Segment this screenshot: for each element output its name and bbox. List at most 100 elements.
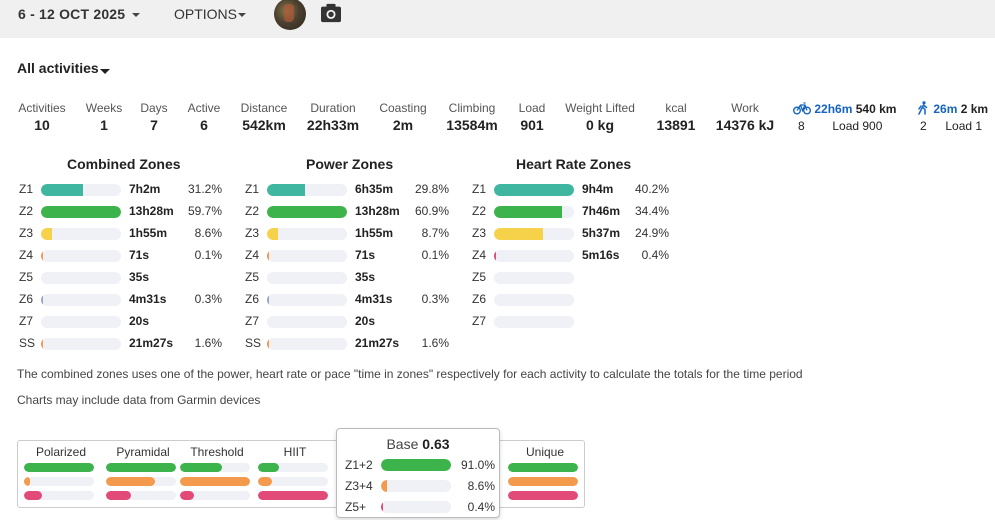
- zone-time: 20s: [355, 314, 376, 328]
- distribution-bar-fill: [24, 463, 94, 472]
- zone-bar: [267, 228, 347, 240]
- zone-label: Z5: [472, 270, 487, 284]
- zone-bar: [494, 294, 574, 306]
- stat-label: kcal: [665, 101, 687, 115]
- distribution-bar: [258, 477, 328, 486]
- zone-bar: [41, 184, 121, 196]
- stat-value: 0 kg: [585, 117, 614, 133]
- zone-label: Z2: [19, 204, 34, 218]
- distribution-bar: [508, 477, 578, 486]
- combined-zones-note: The combined zones uses one of the power…: [17, 367, 803, 381]
- power-row-z5: Z5 35s: [245, 270, 449, 286]
- zone-percent: 8.7%: [421, 226, 449, 240]
- distribution-bar-fill: [258, 463, 279, 472]
- stat-weeks: Weeks 1: [59, 101, 149, 133]
- chevron-down-icon[interactable]: [100, 69, 110, 74]
- zone-percent: 29.8%: [414, 182, 449, 196]
- zone-percent: 24.9%: [634, 226, 669, 240]
- heart-row-z1: Z1 9h4m 40.2%: [472, 182, 669, 198]
- distribution-label: Unique: [525, 445, 565, 459]
- tooltip-row: Z5+ 0.4%: [345, 500, 495, 514]
- distribution-pyramidal[interactable]: Pyramidal: [106, 441, 180, 500]
- zone-label: Z7: [472, 314, 487, 328]
- distribution-bar-fill: [258, 491, 328, 500]
- distribution-bar-fill: [24, 491, 42, 500]
- power-row-z4: Z4 71s 0.1%: [245, 248, 449, 264]
- zone-time: 21m27s: [129, 336, 174, 350]
- stat-value: 10: [34, 117, 50, 133]
- distribution-bar: [258, 491, 328, 500]
- heart-row-z3: Z3 5h37m 24.9%: [472, 226, 669, 242]
- date-range-selector[interactable]: 6 - 12 OCT 2025: [18, 6, 126, 22]
- walk-load: Load 1: [945, 119, 983, 133]
- heart-row-z5: Z5: [472, 270, 669, 286]
- distribution-threshold[interactable]: Threshold: [180, 441, 254, 500]
- camera-icon[interactable]: [320, 3, 342, 23]
- stat-active: Active 6: [159, 101, 249, 133]
- zone-label: Z4: [19, 248, 34, 262]
- distribution-unique[interactable]: Unique: [508, 441, 582, 500]
- zone-label: Z2: [472, 204, 487, 218]
- combined-row-z3: Z3 1h55m 8.6%: [19, 226, 222, 242]
- chevron-down-icon[interactable]: [238, 13, 246, 17]
- zone-bar: [494, 228, 574, 240]
- tooltip-bar-fill: [381, 501, 383, 513]
- ride-distance: 540 km: [855, 102, 897, 116]
- zone-time: 9h4m: [582, 182, 614, 196]
- zone-label: Z6: [19, 292, 34, 306]
- zone-time: 35s: [129, 270, 150, 284]
- walk-icon: [918, 101, 928, 115]
- zone-label: Z6: [472, 292, 487, 306]
- zone-bar: [267, 338, 347, 350]
- options-menu-button[interactable]: OPTIONS: [174, 6, 238, 22]
- chevron-down-icon[interactable]: [132, 13, 140, 17]
- walk-summary[interactable]: 26m 2 km 2 Load 1: [916, 101, 988, 133]
- stat-activities: Activities 10: [0, 101, 87, 133]
- stat-days: Days 7: [109, 101, 199, 133]
- zone-bar: [267, 184, 347, 196]
- tooltip-bar: [381, 501, 451, 513]
- zone-bar-fill: [267, 338, 270, 350]
- zone-time: 4m31s: [355, 292, 393, 306]
- zone-percent: 0.1%: [421, 248, 449, 262]
- zone-bar: [41, 206, 121, 218]
- walk-time: 26m: [933, 102, 958, 116]
- stat-label: Active: [187, 101, 221, 115]
- stat-label: Work: [731, 101, 759, 115]
- zone-bar-fill: [41, 338, 44, 350]
- zone-bar-fill: [494, 184, 574, 196]
- stat-kcal: kcal 13891: [631, 101, 721, 133]
- tooltip-title: Base: [386, 436, 419, 452]
- zone-bar-fill: [41, 250, 43, 262]
- zone-percent: 1.6%: [194, 336, 222, 350]
- zone-bar-fill: [267, 250, 269, 262]
- zone-percent: 40.2%: [634, 182, 669, 196]
- distribution-polarized[interactable]: Polarized: [24, 441, 98, 500]
- zone-label: Z1: [472, 182, 487, 196]
- distribution-bar-fill: [180, 477, 250, 486]
- zone-label: Z4: [472, 248, 487, 262]
- zone-bar: [494, 250, 574, 262]
- tooltip-zone-label: Z5+: [345, 500, 367, 514]
- distribution-bar-fill: [24, 477, 30, 486]
- distribution-bar: [180, 491, 250, 500]
- combined-row-z2: Z2 13h28m 59.7%: [19, 204, 222, 220]
- tooltip-bar-fill: [381, 480, 388, 492]
- distribution-bar: [508, 463, 578, 472]
- zone-time: 71s: [355, 248, 376, 262]
- zone-label: Z3: [245, 226, 260, 240]
- combined-row-z6: Z6 4m31s 0.3%: [19, 292, 222, 308]
- distribution-hiit[interactable]: HIIT: [258, 441, 332, 500]
- power-row-z1: Z1 6h35m 29.8%: [245, 182, 449, 198]
- stat-work: Work 14376 kJ: [700, 101, 790, 133]
- power-row-z6: Z6 4m31s 0.3%: [245, 292, 449, 308]
- activity-filter-select[interactable]: All activities: [17, 60, 99, 76]
- avatar[interactable]: [274, 0, 306, 30]
- zone-time: 7h2m: [129, 182, 161, 196]
- stat-label: Coasting: [379, 101, 427, 115]
- zone-bar: [494, 206, 574, 218]
- garmin-note: Charts may include data from Garmin devi…: [17, 393, 261, 407]
- ride-summary[interactable]: 22h6m 540 km 8 Load 900: [793, 101, 896, 133]
- zone-label: Z6: [245, 292, 260, 306]
- ride-time: 22h6m: [814, 102, 853, 116]
